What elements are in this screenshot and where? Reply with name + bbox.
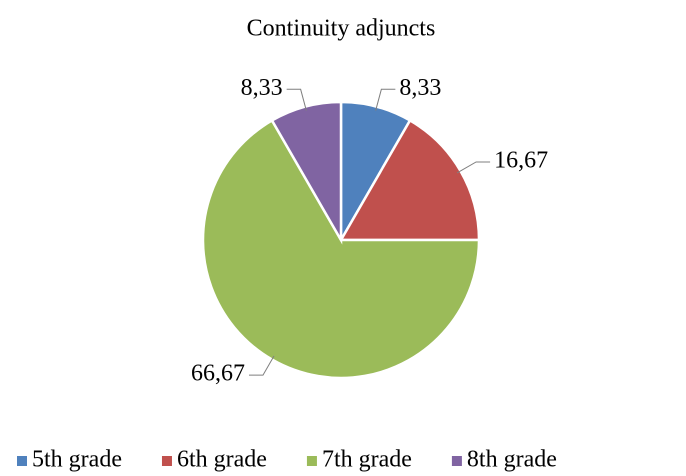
leader-line [375, 88, 396, 111]
legend-label: 8th grade [467, 447, 557, 473]
legend-label: 6th grade [177, 447, 267, 473]
legend-swatch [17, 456, 27, 466]
chart-title: Continuity adjuncts [247, 16, 436, 42]
legend-swatch [161, 456, 172, 466]
data-label: 66,67 [191, 361, 245, 387]
legend-label: 5th grade [32, 447, 122, 473]
leader-line [456, 161, 491, 174]
leader-line [248, 355, 275, 376]
legend-swatch [306, 456, 317, 466]
data-label: 8,33 [241, 75, 283, 101]
data-label: 8,33 [399, 75, 441, 101]
leader-line [286, 88, 307, 111]
legend-swatch [451, 456, 462, 466]
data-label: 16,67 [494, 147, 548, 173]
legend-label: 7th grade [322, 447, 412, 473]
